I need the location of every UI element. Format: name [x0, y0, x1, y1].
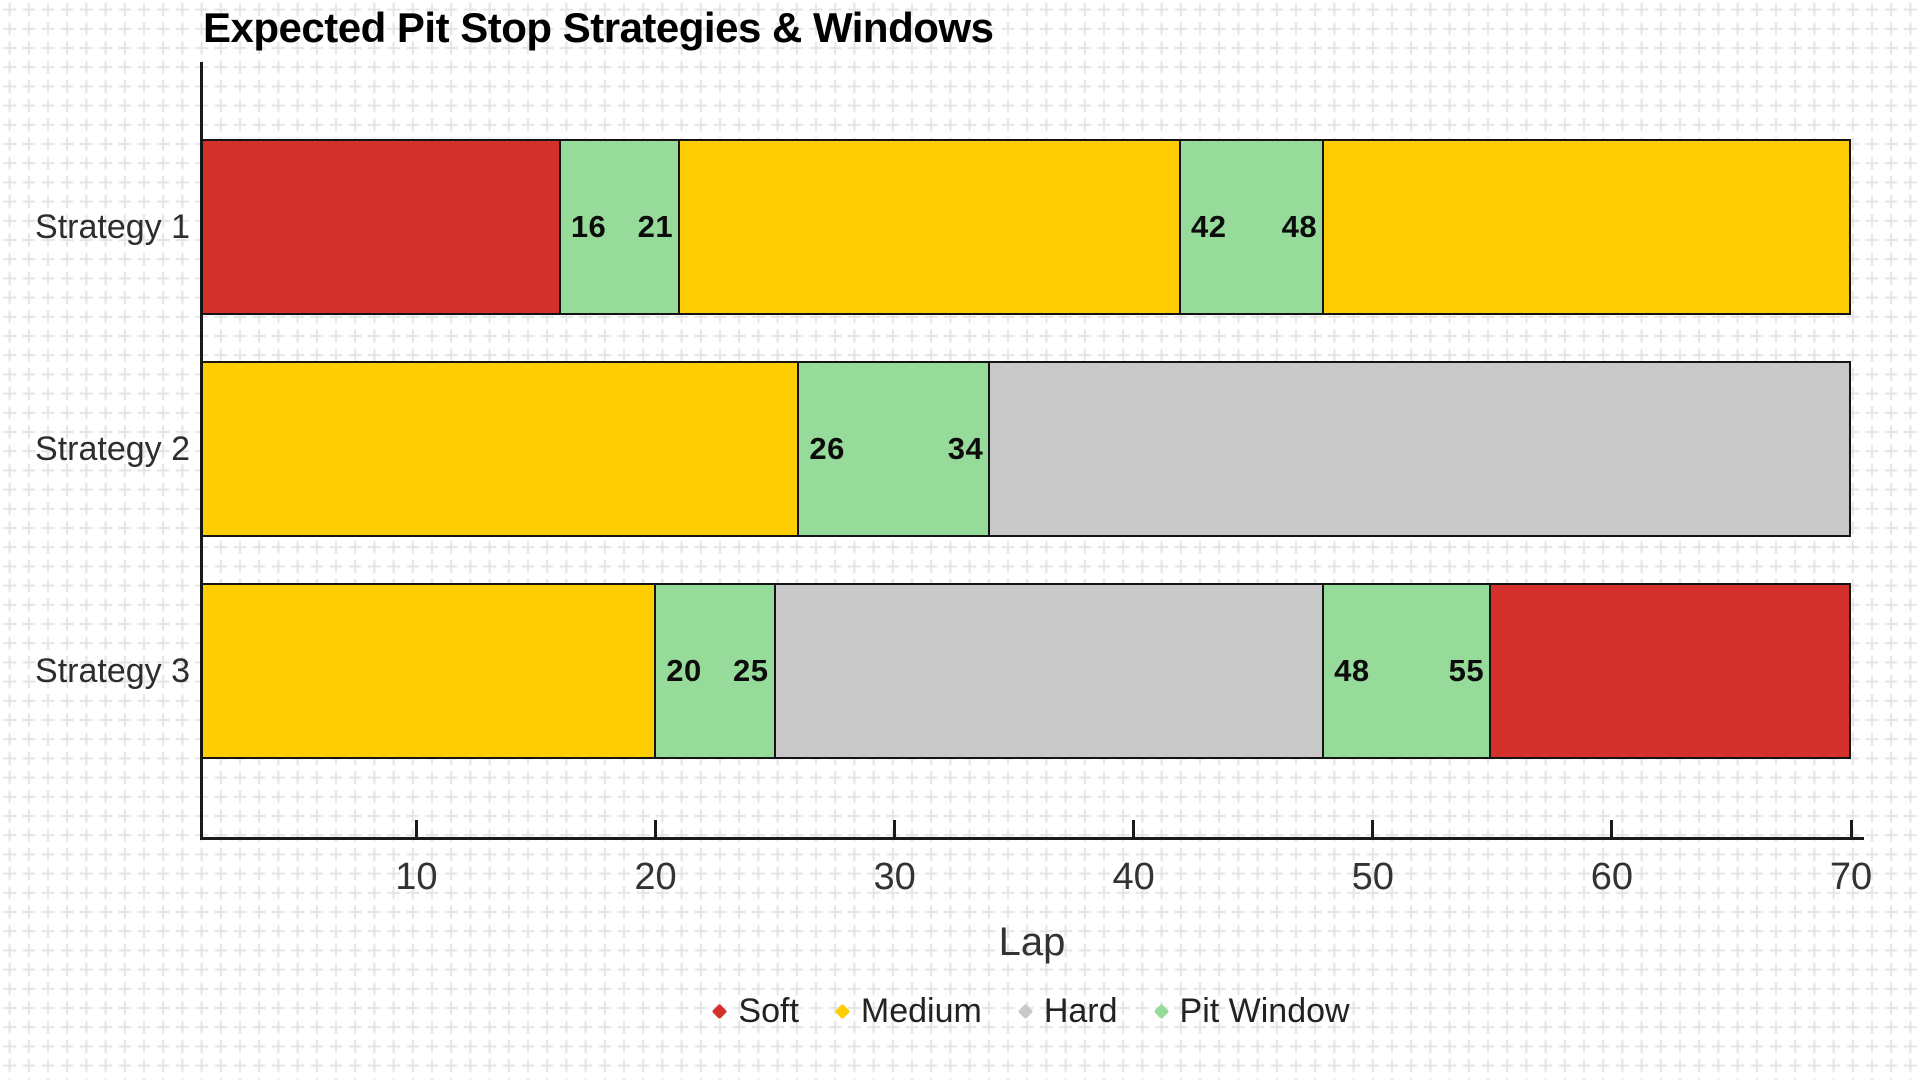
- x-tick-label: 40: [1112, 856, 1155, 898]
- pit-window-diamond-icon: [1153, 1003, 1169, 1020]
- medium-diamond-icon: [834, 1003, 851, 1020]
- bar-segment-medium: [680, 141, 1182, 313]
- hard-diamond-icon: [1017, 1003, 1034, 1020]
- pit-window-start-lap: 16: [570, 209, 607, 244]
- x-tick-label: 60: [1590, 856, 1634, 898]
- soft-diamond-icon: [712, 1003, 728, 1020]
- y-axis-label-strategy-3: Strategy 3: [35, 652, 190, 690]
- pit-window-start-lap: 48: [1334, 653, 1370, 688]
- bar-row-strategy-2: 26 34: [201, 361, 1851, 537]
- pit-window-end-lap: 25: [733, 653, 769, 688]
- y-axis-label-strategy-1: Strategy 1: [35, 208, 190, 246]
- pit-window-start-lap: 20: [666, 653, 702, 688]
- bar-segment-medium: [1324, 141, 1849, 313]
- legend-label: Medium: [860, 992, 982, 1030]
- x-tick-label: 50: [1351, 856, 1394, 898]
- bar-segment-medium: [203, 363, 800, 535]
- x-tick: [414, 820, 418, 839]
- chart-title: Expected Pit Stop Strategies & Windows: [203, 4, 994, 51]
- legend-label: Pit Window: [1179, 992, 1350, 1030]
- bar-segment-pit-window: 20 25: [656, 585, 776, 757]
- bar-segment-pit-window: 42 48: [1181, 141, 1325, 313]
- x-tick: [893, 820, 897, 839]
- bar-segment-hard: [990, 363, 1849, 535]
- pit-window-end-lap: 55: [1448, 653, 1485, 688]
- pit-window-start-lap: 42: [1191, 209, 1227, 244]
- bar-segment-pit-window: 16 21: [560, 141, 681, 313]
- legend-item-soft: Soft: [712, 992, 799, 1031]
- x-tick: [1610, 820, 1614, 839]
- bar-segment-hard: [775, 585, 1325, 757]
- bar-segment-soft: [203, 141, 561, 313]
- x-tick: [1849, 820, 1853, 839]
- x-tick-label: 70: [1829, 856, 1873, 898]
- legend-item-pit-window: Pit Window: [1153, 992, 1350, 1031]
- bar-row-strategy-1: 16 21 42 48: [201, 139, 1851, 315]
- bar-row-strategy-3: 20 25 48 55: [201, 583, 1851, 759]
- x-axis: [200, 837, 1864, 840]
- x-tick: [1132, 820, 1136, 839]
- x-axis-title: Lap: [998, 920, 1066, 964]
- bar-segment-soft: [1491, 585, 1849, 757]
- pit-window-end-lap: 48: [1281, 209, 1318, 244]
- pit-window-end-lap: 34: [947, 431, 984, 466]
- legend-label: Soft: [738, 992, 799, 1030]
- x-tick-label: 10: [395, 856, 438, 898]
- bar-segment-pit-window: 48 55: [1324, 585, 1492, 757]
- y-axis-label-strategy-2: Strategy 2: [35, 430, 190, 468]
- legend-item-medium: Medium: [834, 992, 982, 1031]
- x-tick: [1371, 820, 1375, 839]
- legend-item-hard: Hard: [1017, 992, 1118, 1031]
- legend-label: Hard: [1043, 992, 1118, 1030]
- pit-window-start-lap: 26: [809, 431, 845, 466]
- x-tick: [654, 820, 657, 839]
- legend: Soft Medium Hard Pit Window: [200, 992, 1864, 1031]
- bar-segment-pit-window: 26 34: [799, 363, 991, 535]
- bar-segment-medium: [203, 585, 657, 757]
- pit-window-end-lap: 21: [637, 209, 674, 244]
- x-tick-label: 20: [634, 856, 677, 898]
- x-tick-label: 30: [873, 856, 916, 898]
